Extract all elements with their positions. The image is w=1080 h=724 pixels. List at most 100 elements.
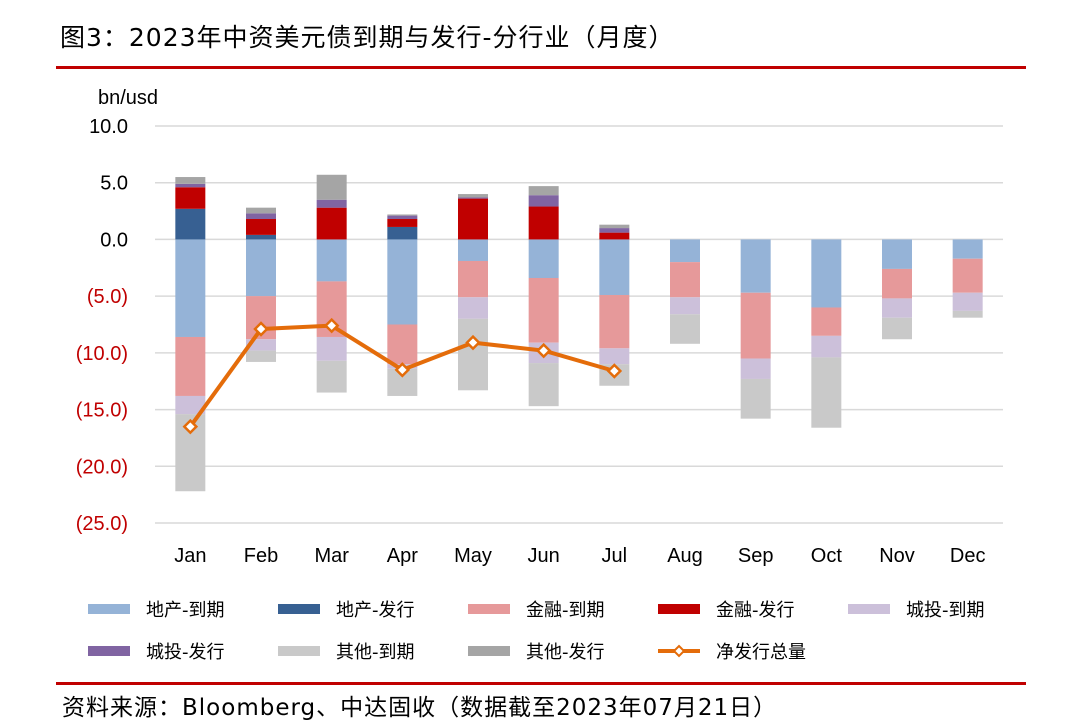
bar-segment — [387, 324, 418, 365]
y-tick-label: (5.0) — [87, 286, 128, 308]
bar-segment — [599, 295, 630, 349]
bar-segment — [458, 198, 488, 240]
x-axis-categories: Jan Feb Mar Apr May Jun Jul Aug Sep Oct Nov Dec — [174, 545, 985, 567]
bar-segment — [670, 239, 700, 263]
bar-segment — [316, 174, 347, 200]
bar-segment — [599, 228, 630, 233]
bar-segment — [316, 199, 347, 208]
y-axis-ticks: 10.0 5.0 0.0 (5.0) (10.0) (15.0) (20.0) (25.0) — [76, 116, 128, 535]
legend-label: 其他-到期 — [336, 642, 415, 663]
bar-segment — [387, 214, 418, 216]
bar-segment — [882, 298, 912, 318]
bar-segment — [670, 297, 700, 315]
legend-label: 地产-到期 — [146, 600, 225, 621]
bar-segment — [882, 268, 912, 299]
y-tick-label: (20.0) — [76, 456, 128, 478]
bar-segment — [246, 219, 276, 235]
bar-segment — [246, 350, 276, 362]
legend-label: 城投-发行 — [146, 642, 225, 663]
x-category-label: Sep — [738, 545, 774, 567]
net-issuance-marker — [253, 321, 269, 337]
title-rule — [56, 66, 1026, 69]
x-category-label: Mar — [314, 545, 349, 567]
bar-segment — [458, 297, 488, 319]
x-category-label: Apr — [387, 545, 418, 567]
legend-swatch — [468, 646, 510, 656]
legend-swatch-marker — [672, 644, 686, 658]
bar-segment — [175, 208, 206, 240]
x-category-label: Aug — [667, 545, 703, 567]
bar-segment — [175, 183, 206, 188]
net-issuance-marker — [606, 363, 623, 379]
bar-segment — [246, 239, 276, 297]
bar-segment — [246, 234, 276, 240]
y-unit-label: bn/usd — [98, 87, 158, 109]
net-issuance-marker — [465, 334, 481, 351]
bar-segment — [528, 195, 559, 207]
bar-segment — [811, 335, 842, 358]
bar-segment — [952, 292, 983, 311]
y-tick-label: 5.0 — [100, 173, 128, 195]
y-tick-label: (15.0) — [76, 400, 128, 422]
legend-label: 金融-到期 — [526, 600, 605, 621]
x-category-label: Nov — [879, 545, 915, 567]
x-category-label: Feb — [244, 545, 278, 567]
gridlines — [155, 125, 1003, 524]
x-category-label: Jul — [602, 545, 628, 567]
bar-segment — [599, 232, 630, 240]
bar-segment — [599, 348, 630, 365]
bar-segment — [528, 239, 559, 278]
bar-segment — [458, 239, 488, 261]
bar-segment — [316, 360, 347, 393]
bar-segment — [882, 317, 912, 340]
bar-segment — [528, 363, 559, 407]
bar-segment — [387, 219, 418, 227]
chart-title: 图3：2023年中资美元债到期与发行-分行业（月度） — [60, 23, 675, 52]
legend-label: 其他-发行 — [526, 642, 605, 663]
bar-segment — [740, 378, 771, 419]
bar-segment — [316, 207, 347, 240]
source-note: 资料来源：Bloomberg、中达固收（数据截至2023年07月21日） — [62, 695, 778, 721]
bar-segment — [246, 339, 276, 351]
bar-segment — [952, 310, 983, 318]
bar-segment — [316, 336, 347, 361]
bar-segment — [175, 239, 206, 337]
bar-segment — [811, 307, 842, 336]
bar-segment — [740, 358, 771, 379]
bar-segment — [670, 262, 700, 298]
bar-segment — [246, 213, 276, 220]
x-category-label: Jun — [528, 545, 560, 567]
bar-segment — [952, 239, 983, 259]
bar-segment — [316, 239, 347, 282]
legend-swatch — [88, 646, 130, 656]
y-tick-label: 10.0 — [89, 116, 128, 138]
legend-swatch — [658, 604, 700, 614]
bar-segment — [175, 395, 206, 415]
bar-segment — [740, 239, 771, 293]
bar-segment — [528, 277, 559, 343]
bar-segment — [952, 258, 983, 293]
x-category-label: May — [454, 545, 492, 567]
chart-canvas: bn/usd 10.0 5.0 0.0 (5.0) (10.0) (15.0) (20.0)… — [76, 87, 1003, 663]
legend-swatch — [468, 604, 510, 614]
legend-label: 净发行总量 — [716, 642, 806, 663]
net-issuance-marker — [535, 342, 552, 359]
legend-swatch — [88, 604, 130, 614]
y-tick-label: (10.0) — [76, 343, 128, 365]
net-issuance-marker — [182, 418, 199, 435]
legend-label: 城投-到期 — [906, 600, 985, 621]
net-issuance-marker — [323, 317, 340, 334]
bar-segment — [599, 224, 630, 229]
bar-segment — [811, 239, 842, 308]
source-rule — [56, 682, 1026, 685]
legend-swatch — [278, 604, 320, 614]
bar-segment — [175, 336, 206, 396]
bar-series — [175, 174, 983, 492]
bar-segment — [740, 292, 771, 359]
legend-swatch — [278, 646, 320, 656]
legend-label: 地产-发行 — [336, 600, 415, 621]
bar-segment — [528, 186, 559, 196]
bar-segment — [246, 207, 276, 214]
net-issuance-marker — [394, 362, 411, 378]
x-category-label: Jan — [174, 545, 206, 567]
